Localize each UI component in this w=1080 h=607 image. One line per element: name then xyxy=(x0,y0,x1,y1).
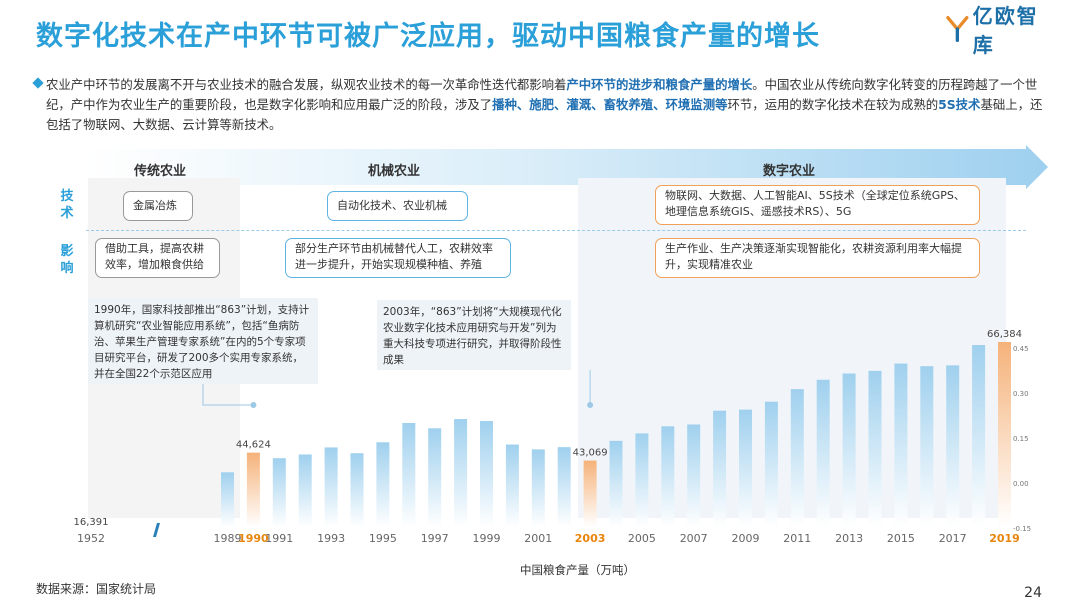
note-2003: 2003年，“863”计划将“大规模现代化农业数字化技术应用研究与开发”列为重大… xyxy=(377,300,571,370)
intro-text-3: 环节，运用的数字化技术在较为成熟的 xyxy=(727,97,939,112)
bar-2012 xyxy=(816,379,830,527)
x-tick-1999: 1999 xyxy=(473,532,501,545)
x-tick-1993: 1993 xyxy=(317,532,345,545)
data-label-1990: 44,624 xyxy=(236,440,271,451)
note-1990-connector xyxy=(202,384,254,406)
x-tick-1995: 1995 xyxy=(369,532,397,545)
bar-2013 xyxy=(842,373,856,527)
x-tick-2007: 2007 xyxy=(680,532,708,545)
right-axis-tick-1: 0.30 xyxy=(1013,390,1029,398)
row-label-tech: 技术 xyxy=(60,189,74,221)
x-tick-2003: 2003 xyxy=(575,532,606,545)
page-title: 数字化技术在产中环节可被广泛应用，驱动中国粮食产量的增长 xyxy=(36,21,820,52)
bar-2014 xyxy=(868,370,882,527)
tech-traditional-box: 金属冶炼 xyxy=(123,191,193,221)
bar-2017 xyxy=(946,365,960,527)
brand-logo: 亿欧智库 xyxy=(946,4,1056,57)
tech-mechanical-box: 自动化技术、农业机械 xyxy=(327,191,468,221)
bar-2009 xyxy=(739,409,752,527)
bar-2019 xyxy=(998,342,1011,527)
note-1990-dot xyxy=(250,402,257,408)
x-tick-2011: 2011 xyxy=(783,532,811,545)
x-tick-2009: 2009 xyxy=(732,532,760,545)
bar-1952 xyxy=(153,523,160,537)
x-tick-2005: 2005 xyxy=(628,532,656,545)
tech-digital-box: 物联网、大数据、人工智能AI、5S技术（全球定位系统GPS、地理信息系统GIS、… xyxy=(655,185,980,225)
bar-2003 xyxy=(583,460,597,527)
intro-highlight-2: 播种、施肥、灌溉、畜牧养殖、环境监测等 xyxy=(492,97,728,112)
bar-2001 xyxy=(531,449,545,527)
row-label-impact: 影响 xyxy=(60,244,74,276)
yiou-logo-icon xyxy=(946,15,969,43)
row-divider xyxy=(86,230,1026,231)
bar-1993 xyxy=(324,447,338,527)
bar-2006 xyxy=(661,426,675,527)
x-tick-1997: 1997 xyxy=(421,532,449,545)
bar-1989 xyxy=(221,472,234,527)
data-source: 数据来源：国家统计局 xyxy=(36,582,157,596)
bar-1991 xyxy=(272,458,286,527)
x-tick-2019: 2019 xyxy=(989,532,1020,545)
bar-1990 xyxy=(246,452,260,527)
bar-2007 xyxy=(687,424,701,527)
bar-2011 xyxy=(790,389,804,527)
era-traditional-label: 传统农业 xyxy=(134,164,187,179)
era-digital-label: 数字农业 xyxy=(763,164,816,179)
bar-2015 xyxy=(894,363,908,527)
right-axis-tick-4: -0.15 xyxy=(1013,525,1031,533)
right-axis-tick-0: 0.45 xyxy=(1013,345,1029,353)
x-tick-2017: 2017 xyxy=(939,532,967,545)
bar-2008 xyxy=(713,410,727,527)
x-tick-1989: 1989 xyxy=(214,532,242,545)
x-tick-1952: 1952 xyxy=(77,532,105,545)
data-label-2019: 66,384 xyxy=(987,329,1022,340)
intro-highlight-3: 5S技术 xyxy=(938,97,981,112)
bar-1995 xyxy=(376,442,390,527)
intro-text-1: 农业产中环节的发展离不开与农业技术的融合发展，纵观农业技术的每一次革命性迭代都影… xyxy=(46,77,567,92)
note-2003-dot xyxy=(587,402,594,408)
right-axis-tick-2: 0.15 xyxy=(1013,435,1029,443)
x-tick-2001: 2001 xyxy=(524,532,552,545)
logo-text: 亿欧智库 xyxy=(972,4,1039,57)
chart-x-caption: 中国粮食产量（万吨） xyxy=(520,563,635,577)
bar-1992 xyxy=(298,454,312,527)
x-tick-2013: 2013 xyxy=(835,532,863,545)
bar-2002 xyxy=(557,447,571,527)
intro-text-2: 。中国农业从传统向数字化转变的历程跨越了一个世纪，产中作为农业生产的重要阶段，也… xyxy=(46,77,1038,112)
data-label-2003: 43,069 xyxy=(573,448,608,459)
impact-mechanical-box: 部分生产环节由机械替代人工，农耕效率进一步提升，开始实现规模种植、养殖 xyxy=(285,238,511,278)
bar-1994 xyxy=(350,453,364,527)
intro-paragraph: 农业产中环节的发展离不开与农业技术的融合发展，纵观农业技术的每一次革命性迭代都影… xyxy=(46,75,1051,135)
right-axis-tick-3: 0.00 xyxy=(1013,480,1029,488)
bar-1998 xyxy=(454,419,468,527)
x-tick-1990: 1990 xyxy=(238,532,269,545)
bar-2018 xyxy=(972,345,986,527)
intro-text-4: 基础上，还包括了物联网、大数据、云计算等新技术。 xyxy=(46,97,1043,132)
bar-1996 xyxy=(402,422,416,527)
impact-digital-box: 生产作业、生产决策逐渐实现智能化，农耕资源利用率大幅提升，实现精准农业 xyxy=(655,238,980,278)
note-1990: 1990年，国家科技部推出“863”计划，支持计算机研究“农业智能应用系统”，包… xyxy=(88,298,318,384)
bar-1999 xyxy=(480,421,493,527)
bar-1997 xyxy=(428,428,442,527)
x-tick-1991: 1991 xyxy=(265,532,293,545)
bar-2016 xyxy=(920,366,934,527)
intro-highlight-1: 产中环节的进步和粮食产量的增长 xyxy=(566,77,753,92)
era-mechanical-label: 机械农业 xyxy=(368,164,421,179)
bar-2000 xyxy=(505,444,519,527)
x-tick-2015: 2015 xyxy=(887,532,915,545)
page-number: 24 xyxy=(1024,585,1042,601)
data-label-1952: 16,391 xyxy=(74,517,109,528)
bar-2010 xyxy=(764,401,778,527)
bar-2005 xyxy=(635,433,649,527)
impact-traditional-box: 借助工具，提高农耕效率，增加粮食供给 xyxy=(95,238,220,278)
bar-2004 xyxy=(609,440,623,527)
